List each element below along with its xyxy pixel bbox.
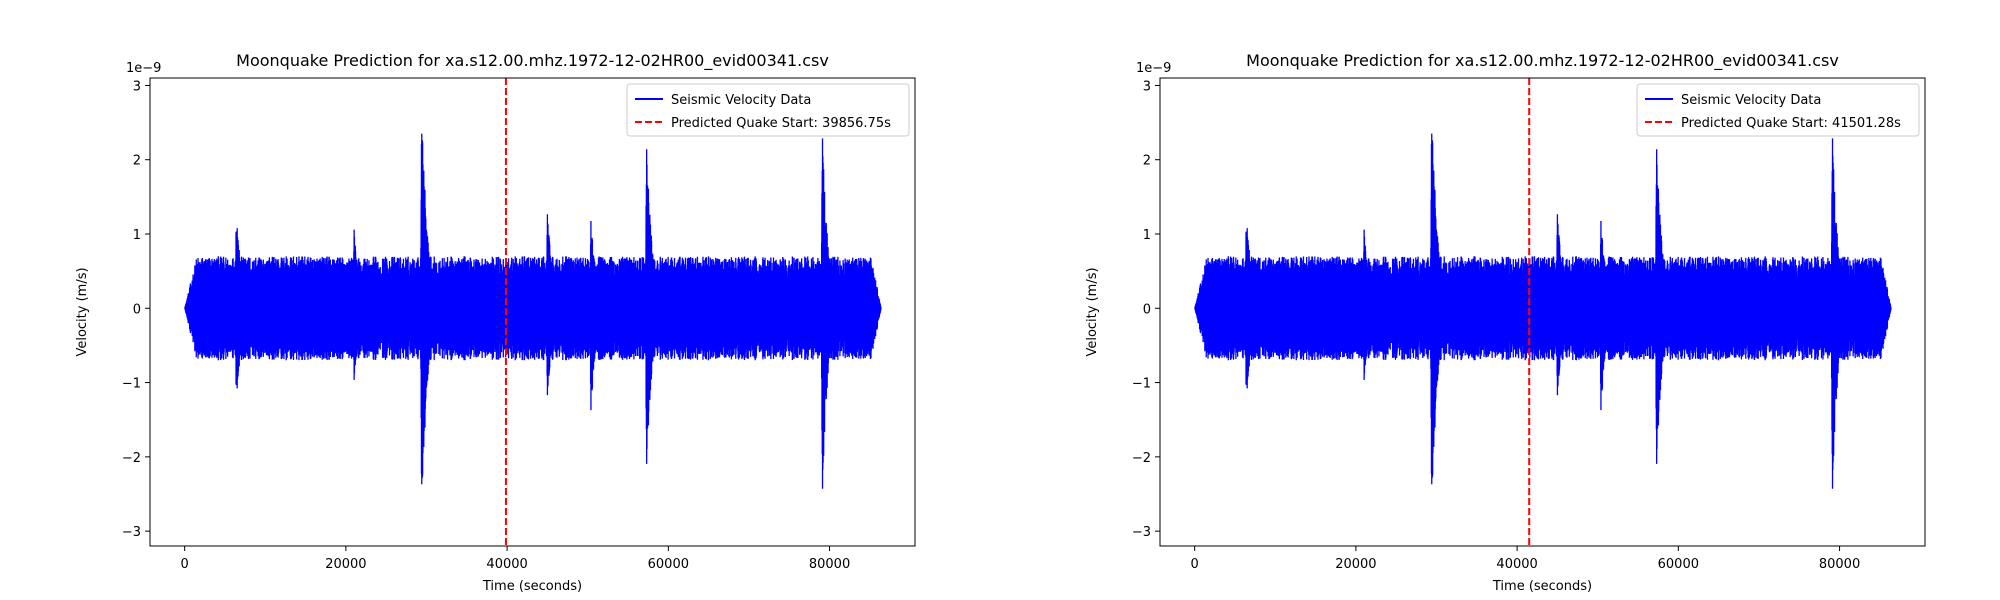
y-tick-label: 0 — [1143, 302, 1151, 317]
legend: Seismic Velocity Data Predicted Quake Sta… — [626, 83, 910, 137]
legend-label-seismic: Seismic Velocity Data — [671, 93, 811, 108]
legend: Seismic Velocity Data Predicted Quake Sta… — [1636, 83, 1920, 137]
y-axis-label: Velocity (m/s) — [75, 267, 90, 356]
y-tick-label: 1 — [1143, 228, 1151, 243]
y-tick-label: −1 — [122, 377, 141, 392]
x-tick-label: 0 — [1191, 557, 1199, 572]
y-tick-label: 2 — [1143, 154, 1151, 169]
x-tick-label: 40000 — [486, 557, 527, 572]
y-tick-label: −2 — [1132, 451, 1151, 466]
y-offset-label: 1e−9 — [1136, 61, 1171, 76]
chart-title: Moonquake Prediction for xa.s12.00.mhz.1… — [236, 51, 829, 71]
y-tick-label: 2 — [133, 154, 141, 169]
y-tick-label: −1 — [1132, 377, 1151, 392]
x-tick-label: 60000 — [1658, 557, 1699, 572]
y-tick-label: −2 — [122, 451, 141, 466]
legend-box — [626, 83, 910, 137]
y-tick-label: −3 — [122, 525, 141, 540]
y-axis-label: Velocity (m/s) — [1085, 267, 1100, 356]
x-tick-label: 0 — [181, 557, 189, 572]
y-tick-label: 1 — [133, 228, 141, 243]
x-tick-label: 20000 — [325, 557, 366, 572]
seismic-velocity-line — [184, 133, 882, 489]
y-tick-label: 3 — [133, 79, 141, 94]
axes-frame — [1159, 77, 1926, 547]
x-tick-label: 20000 — [1335, 557, 1376, 572]
chart-panel-1: Moonquake Prediction for xa.s12.00.mhz.1… — [75, 51, 916, 594]
y-offset-label: 1e−9 — [126, 61, 161, 76]
y-tick-label: 0 — [133, 302, 141, 317]
x-axis-label: Time (seconds) — [482, 579, 582, 594]
x-tick-label: 40000 — [1496, 557, 1537, 572]
legend-box — [1636, 83, 1920, 137]
chart-title: Moonquake Prediction for xa.s12.00.mhz.1… — [1246, 51, 1839, 71]
legend-label-prediction: Predicted Quake Start: 39856.75s — [671, 116, 891, 131]
legend-label-prediction: Predicted Quake Start: 41501.28s — [1681, 116, 1901, 131]
y-tick-label: 3 — [1143, 79, 1151, 94]
axes-frame — [149, 77, 916, 547]
chart-panel-2: Moonquake Prediction for xa.s12.00.mhz.1… — [1085, 51, 1926, 594]
seismic-velocity-line — [1194, 133, 1892, 489]
x-axis-label: Time (seconds) — [1492, 579, 1592, 594]
x-tick-label: 80000 — [809, 557, 850, 572]
x-tick-label: 80000 — [1819, 557, 1860, 572]
x-tick-label: 60000 — [648, 557, 689, 572]
y-tick-label: −3 — [1132, 525, 1151, 540]
legend-label-seismic: Seismic Velocity Data — [1681, 93, 1821, 108]
